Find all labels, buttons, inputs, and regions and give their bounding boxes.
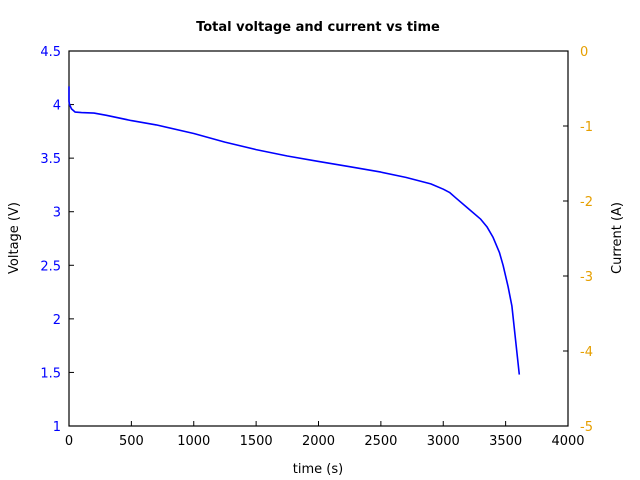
y-tick-label: 3.5 [40,152,61,167]
y2-tick-label: 0 [580,45,588,60]
x-tick-label: 3000 [427,434,460,449]
y-tick-label: 4.5 [40,45,61,60]
data-lines [68,86,521,375]
y2-tick-label: -4 [580,345,593,360]
y-tick-label: 3 [53,206,61,221]
y2-tick-label: -5 [580,420,593,435]
x-tick-label: 2500 [364,434,397,449]
x-tick-label: 3500 [489,434,522,449]
x-tick-label: 500 [119,434,144,449]
y2-axis-label: Current (A) [610,202,625,274]
x-tick-label: 4000 [551,434,584,449]
y-axis-label: Voltage (V) [7,202,22,274]
y2-tick-label: -2 [580,195,593,210]
x-tick-label: 1500 [240,434,273,449]
x-tick-label: 0 [65,434,73,449]
x-axis-label: time (s) [293,462,343,477]
voltage-line [68,86,521,375]
axis-ticks: 0 500 1000 1500 2000 2500 3000 3500 4000 1 1.5 2 2.5… [40,45,593,449]
x-tick-label: 1000 [177,434,210,449]
y-tick-label: 1 [53,420,61,435]
y-tick-label: 4 [53,99,61,114]
chart-title: Total voltage and current vs time [196,20,440,35]
y2-tick-label: -3 [580,270,593,285]
y-tick-label: 2 [53,313,61,328]
y-tick-label: 2.5 [40,259,61,274]
y2-tick-label: -1 [580,120,593,135]
y-tick-label: 1.5 [40,366,61,381]
x-tick-label: 2000 [302,434,335,449]
